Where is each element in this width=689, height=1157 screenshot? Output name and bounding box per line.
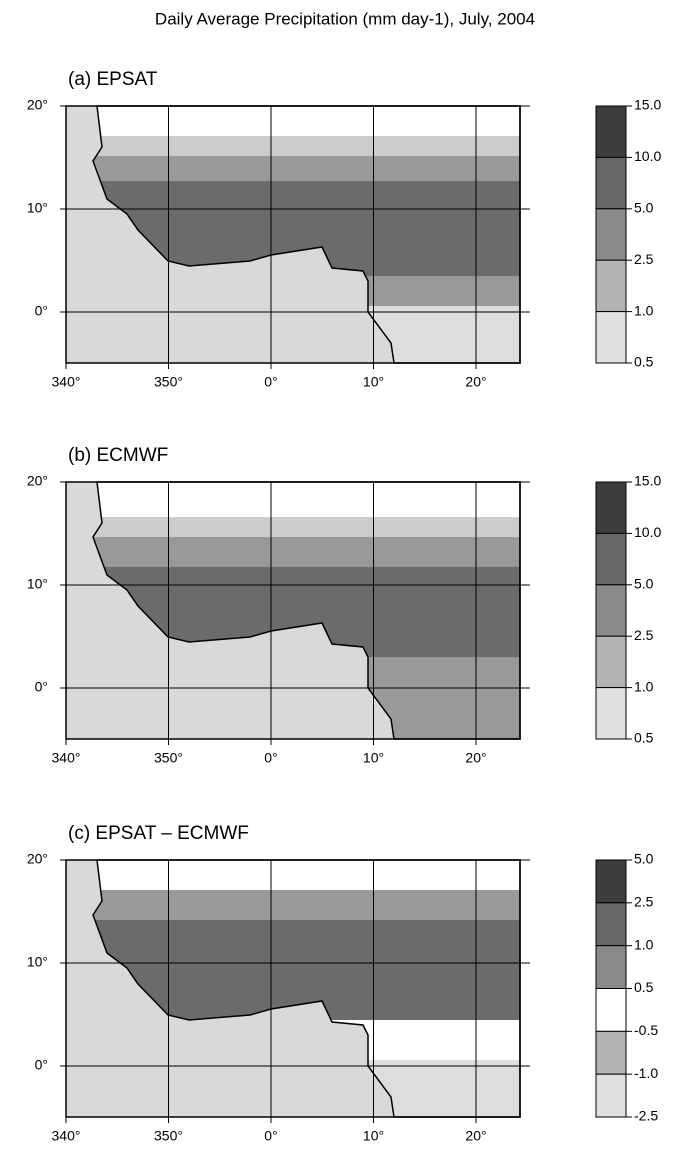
map-frame [65, 105, 521, 364]
y-tick-label: 10° [27, 200, 48, 216]
colorbar-segment [595, 1073, 627, 1118]
map [60, 105, 530, 369]
colorbar-label: 0.5 [634, 354, 654, 370]
colorbar-segment [595, 311, 627, 364]
x-tick-label: 0° [264, 374, 277, 390]
x-tick-label: 350° [154, 374, 183, 390]
colorbar-label: -2.5 [634, 1108, 658, 1124]
colorbar-label: 0.5 [634, 979, 654, 995]
y-tick-label: 0° [35, 679, 48, 695]
colorbar-segment [595, 481, 627, 534]
x-tick-label: 20° [465, 1128, 486, 1144]
colorbar-segment [595, 105, 627, 158]
x-tick-label: 10° [363, 374, 384, 390]
precip-band [93, 517, 520, 537]
colorbar-label: 10.0 [634, 524, 661, 540]
colorbar-label: 1.0 [634, 302, 654, 318]
y-tick-label: 10° [27, 954, 48, 970]
colorbar-segment [595, 988, 627, 1032]
x-tick-label: 340° [52, 374, 81, 390]
colorbar-label: 2.5 [634, 251, 654, 267]
colorbar-label: 15.0 [634, 97, 661, 113]
colorbar-label: -0.5 [634, 1022, 658, 1038]
colorbar-label: 1.0 [634, 678, 654, 694]
colorbar-segment [595, 584, 627, 637]
panel-label: (a) EPSAT [68, 69, 158, 90]
colorbar-segment [595, 208, 627, 261]
y-tick-label: 20° [27, 97, 48, 113]
colorbar-segment [595, 687, 627, 740]
colorbar-label: 15.0 [634, 473, 661, 489]
x-tick-label: 10° [363, 750, 384, 766]
colorbar-segment [595, 859, 627, 904]
precip-band [93, 106, 520, 136]
x-tick-label: 20° [465, 750, 486, 766]
colorbar-segment [595, 635, 627, 689]
colorbar-label: 5.0 [634, 576, 654, 592]
colorbar-label: 5.0 [634, 851, 654, 867]
map-frame [65, 481, 521, 740]
precip-band [93, 156, 520, 181]
y-tick-label: 20° [27, 473, 48, 489]
precip-band [93, 860, 520, 890]
precip-band [93, 136, 520, 156]
colorbar-label: 1.0 [634, 936, 654, 952]
x-tick-label: 350° [154, 1128, 183, 1144]
map [60, 481, 530, 745]
precip-band [93, 482, 520, 517]
colorbar-segment [595, 1030, 627, 1075]
x-tick-label: 340° [52, 1128, 81, 1144]
precip-band [93, 890, 520, 920]
colorbar-label: 2.5 [634, 894, 654, 910]
x-tick-label: 350° [154, 750, 183, 766]
y-tick-label: 20° [27, 851, 48, 867]
colorbar-label: 10.0 [634, 148, 661, 164]
colorbar-label: 5.0 [634, 200, 654, 216]
colorbar-label: -1.0 [634, 1065, 658, 1081]
map-frame [65, 859, 521, 1118]
y-tick-label: 10° [27, 576, 48, 592]
x-tick-label: 20° [465, 374, 486, 390]
panel-label: (c) EPSAT – ECMWF [68, 823, 249, 844]
x-tick-label: 0° [264, 750, 277, 766]
precip-band [93, 537, 520, 567]
colorbar-label: 0.5 [634, 730, 654, 746]
y-tick-label: 0° [35, 1057, 48, 1073]
x-tick-label: 340° [52, 750, 81, 766]
x-tick-label: 0° [264, 1128, 277, 1144]
colorbar-segment [595, 945, 627, 990]
figure-title: Daily Average Precipitation (mm day-1), … [155, 9, 535, 28]
y-tick-label: 0° [35, 303, 48, 319]
colorbar-label: 2.5 [634, 627, 654, 643]
panel-label: (b) ECMWF [68, 445, 168, 466]
colorbar-segment [595, 259, 627, 313]
colorbar-segment [595, 156, 627, 210]
colorbar-segment [595, 532, 627, 586]
x-tick-label: 10° [363, 1128, 384, 1144]
map [60, 859, 530, 1123]
colorbar-segment [595, 902, 627, 947]
